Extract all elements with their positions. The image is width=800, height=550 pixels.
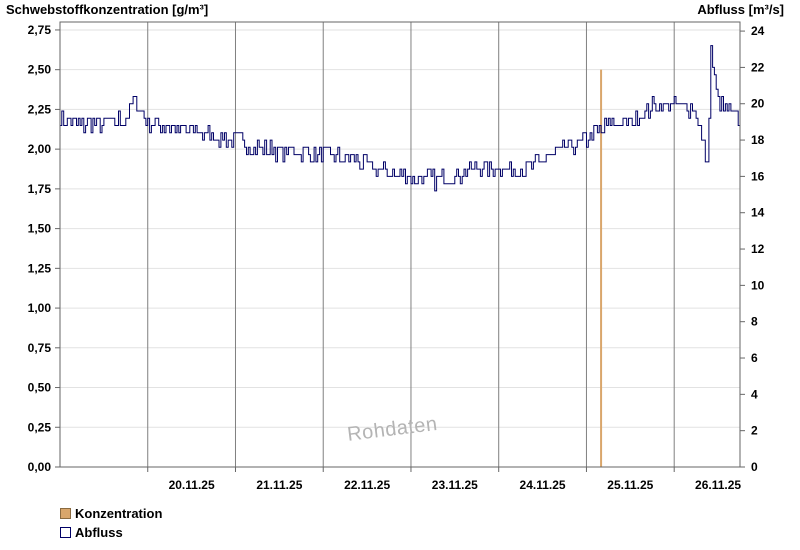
day-grid xyxy=(147,22,675,467)
x-tick-label: 22.11.25 xyxy=(344,478,390,492)
left-tick-label: 1,75 xyxy=(28,182,52,196)
left-tick-label: 0,50 xyxy=(28,381,52,395)
left-tick-label: 0,00 xyxy=(28,460,52,474)
legend-item-konzentration: Konzentration xyxy=(60,504,162,523)
right-tick-label: 10 xyxy=(751,278,765,292)
right-tick-label: 16 xyxy=(751,169,765,183)
legend-swatch-konzentration xyxy=(60,508,71,519)
right-tick-label: 0 xyxy=(751,460,758,474)
right-tick-label: 2 xyxy=(751,424,758,438)
right-tick-label: 4 xyxy=(751,387,758,401)
left-axis: 0,00 0,25 0,50 0,75 1,00 1,25 1,50 1,75 2,00 2,25… xyxy=(28,23,60,474)
plot-frame xyxy=(59,21,741,468)
left-tick-label: 2,50 xyxy=(28,63,52,77)
left-tick-label: 2,75 xyxy=(28,23,52,37)
left-tick-label: 1,50 xyxy=(28,222,52,236)
left-tick-label: 1,00 xyxy=(28,301,52,315)
x-tick-label: 25.11.25 xyxy=(607,478,653,492)
legend-item-abfluss: Abfluss xyxy=(60,523,162,542)
left-axis-title: Schwebstoffkonzentration [g/m³] xyxy=(6,2,208,17)
right-tick-label: 22 xyxy=(751,60,765,74)
x-tick-label: 20.11.25 xyxy=(169,478,215,492)
x-tick-label: 26.11.25 xyxy=(695,478,741,492)
legend-swatch-abfluss xyxy=(60,527,71,538)
left-tick-label: 2,00 xyxy=(28,142,52,156)
legend-label-abfluss: Abfluss xyxy=(75,525,123,540)
right-tick-label: 12 xyxy=(751,242,765,256)
series-layer xyxy=(60,45,741,467)
right-tick-label: 20 xyxy=(751,97,765,111)
right-axis-title: Abfluss [m³/s] xyxy=(697,2,784,17)
right-tick-label: 14 xyxy=(751,206,765,220)
x-tick-label: 24.11.25 xyxy=(520,478,566,492)
legend: Konzentration Abfluss xyxy=(60,504,162,542)
right-tick-label: 6 xyxy=(751,351,758,365)
left-tick-label: 2,25 xyxy=(28,102,52,116)
left-tick-label: 0,25 xyxy=(28,420,52,434)
left-tick-label: 1,25 xyxy=(28,261,52,275)
abfluss-line xyxy=(60,45,741,192)
x-tick-label: 21.11.25 xyxy=(256,478,302,492)
right-tick-label: 18 xyxy=(751,133,765,147)
right-tick-label: 8 xyxy=(751,315,758,329)
left-tick-label: 0,75 xyxy=(28,341,52,355)
legend-label-konzentration: Konzentration xyxy=(75,506,163,521)
x-axis: 20.11.25 21.11.25 22.11.25 23.11.25 24.11.25… xyxy=(147,467,741,492)
right-tick-label: 24 xyxy=(751,24,765,38)
x-tick-label: 23.11.25 xyxy=(432,478,478,492)
grid xyxy=(60,29,740,468)
